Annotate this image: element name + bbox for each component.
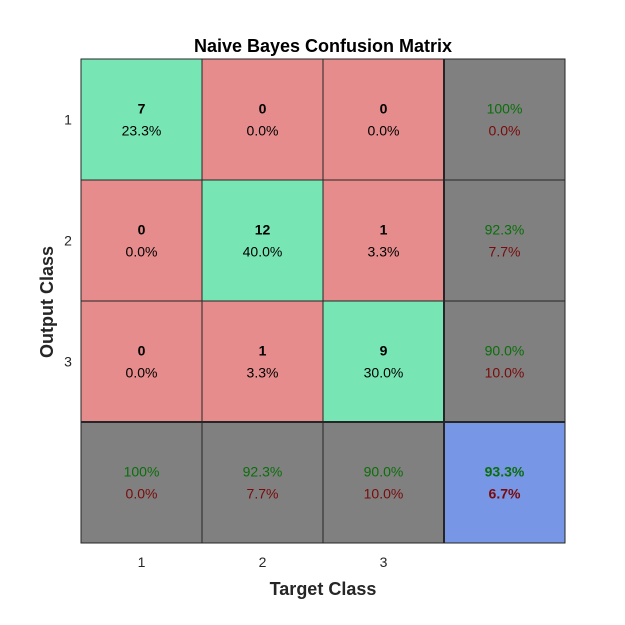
cell-count-r2-c2: 12 bbox=[255, 222, 271, 238]
x-axis-label: Target Class bbox=[270, 579, 377, 599]
column-summary-cell-1 bbox=[80, 421, 203, 544]
row-summary-correct-3: 90.0% bbox=[485, 343, 525, 359]
column-summary-error-2: 7.7% bbox=[247, 486, 279, 502]
y-tick-label-3: 3 bbox=[64, 354, 72, 370]
cell-pct-r3-c3: 30.0% bbox=[364, 365, 404, 381]
y-tick-label-2: 2 bbox=[64, 233, 72, 249]
column-summary-cell-3 bbox=[322, 421, 445, 544]
matrix-labels: 7 23.3% 0 0.0% 0 0.0% 0 0.0% 12 40.0% 1 3.3% 0 0.0% 1 3… bbox=[122, 101, 525, 502]
cell-count-r1-c1: 7 bbox=[138, 101, 146, 117]
cell-pct-r1-c1: 23.3% bbox=[122, 123, 162, 139]
cell-pct-r3-c1: 0.0% bbox=[126, 365, 158, 381]
row-summary-error-3: 10.0% bbox=[485, 365, 525, 381]
x-tick-label-1: 1 bbox=[138, 554, 146, 570]
matrix-cell-r3-c3 bbox=[322, 300, 445, 423]
cell-pct-r2-c3: 3.3% bbox=[368, 244, 400, 260]
cell-pct-r2-c2: 40.0% bbox=[243, 244, 283, 260]
column-summary-cell-2 bbox=[201, 421, 324, 544]
cell-count-r1-c2: 0 bbox=[259, 101, 267, 117]
y-tick-label-1: 1 bbox=[64, 112, 72, 128]
cell-count-r2-c1: 0 bbox=[138, 222, 146, 238]
column-summary-correct-1: 100% bbox=[124, 464, 160, 480]
column-summary-error-1: 0.0% bbox=[126, 486, 158, 502]
column-summary-error-3: 10.0% bbox=[364, 486, 404, 502]
overall-correct: 93.3% bbox=[485, 464, 525, 480]
row-summary-cell-3 bbox=[443, 300, 566, 423]
x-tick-label-2: 2 bbox=[259, 554, 267, 570]
cell-count-r2-c3: 1 bbox=[380, 222, 388, 238]
row-summary-cell-1 bbox=[443, 58, 566, 181]
row-summary-correct-1: 100% bbox=[487, 101, 523, 117]
matrix-cell-r2-c1 bbox=[80, 179, 203, 302]
y-axis-label: Output Class bbox=[37, 246, 57, 358]
matrix-cell-r1-c1 bbox=[80, 58, 203, 181]
matrix-cell-r1-c2 bbox=[201, 58, 324, 181]
matrix-cells bbox=[80, 58, 566, 544]
matrix-cell-r2-c2 bbox=[201, 179, 324, 302]
overall-error: 6.7% bbox=[489, 486, 521, 502]
cell-pct-r3-c2: 3.3% bbox=[247, 365, 279, 381]
row-summary-correct-2: 92.3% bbox=[485, 222, 525, 238]
cell-pct-r1-c3: 0.0% bbox=[368, 123, 400, 139]
chart-title: Naive Bayes Confusion Matrix bbox=[194, 36, 452, 56]
matrix-cell-r3-c2 bbox=[201, 300, 324, 423]
row-summary-cell-2 bbox=[443, 179, 566, 302]
cell-count-r3-c1: 0 bbox=[138, 343, 146, 359]
row-summary-error-1: 0.0% bbox=[489, 123, 521, 139]
matrix-cell-r3-c1 bbox=[80, 300, 203, 423]
x-tick-label-3: 3 bbox=[380, 554, 388, 570]
matrix-cell-r2-c3 bbox=[322, 179, 445, 302]
cell-pct-r1-c2: 0.0% bbox=[247, 123, 279, 139]
overall-accuracy-cell bbox=[443, 421, 566, 544]
column-summary-correct-3: 90.0% bbox=[364, 464, 404, 480]
column-summary-correct-2: 92.3% bbox=[243, 464, 283, 480]
matrix-cell-r1-c3 bbox=[322, 58, 445, 181]
cell-count-r3-c2: 1 bbox=[259, 343, 267, 359]
cell-pct-r2-c1: 0.0% bbox=[126, 244, 158, 260]
row-summary-error-2: 7.7% bbox=[489, 244, 521, 260]
cell-count-r1-c3: 0 bbox=[380, 101, 388, 117]
cell-count-r3-c3: 9 bbox=[380, 343, 388, 359]
